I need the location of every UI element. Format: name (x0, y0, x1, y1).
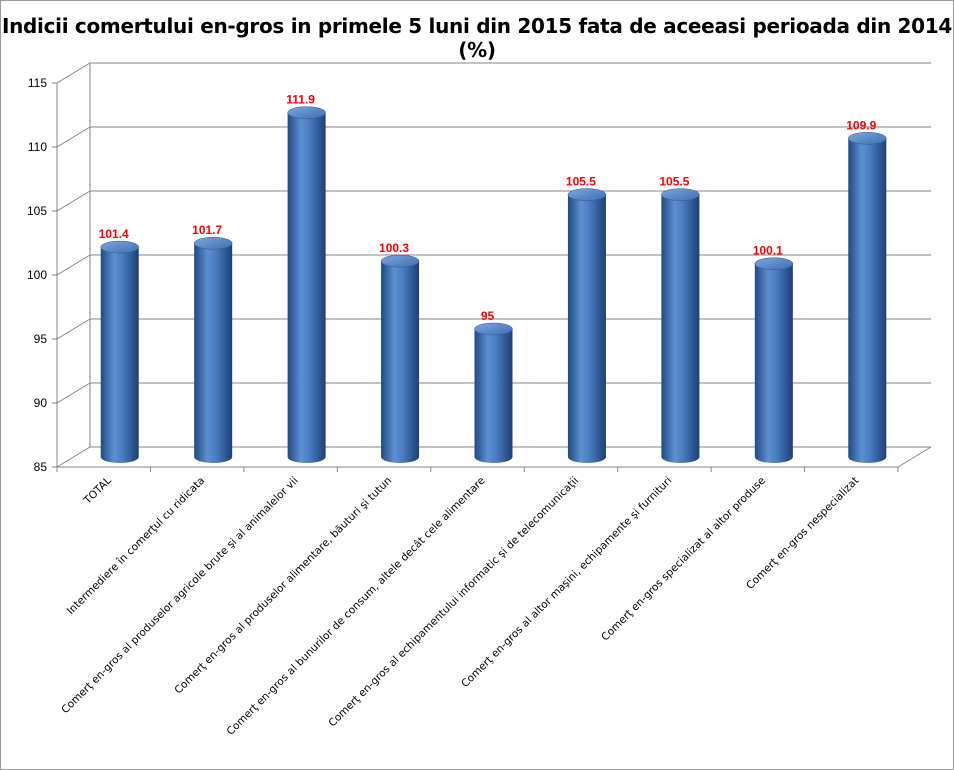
bar-body (381, 261, 420, 464)
category-label: Comerţ en-gros nespecializat (744, 475, 861, 592)
bar-top (287, 106, 326, 119)
bar-top (100, 240, 139, 254)
gridline (56, 190, 931, 212)
bar-body (661, 194, 700, 464)
bar-top (661, 188, 700, 201)
y-tick-label: 85 (34, 460, 48, 474)
bar-body (754, 263, 793, 464)
bar-body (567, 194, 606, 464)
data-label: 111.9 (286, 93, 315, 107)
bar-top (567, 188, 607, 201)
gridline (56, 254, 931, 276)
category-label: Comerţ en-gros al altor maşini, echipame… (459, 475, 674, 690)
floor-edge (897, 446, 932, 468)
bar-top (380, 254, 420, 268)
bar-body (287, 112, 326, 463)
bar (567, 188, 607, 464)
category-label: TOTAL (81, 475, 114, 508)
data-label: 100.1 (753, 244, 783, 258)
data-label: 95 (481, 309, 495, 323)
bar (848, 132, 887, 464)
category-label: Comerţ en-gros specializat al altor prod… (599, 475, 768, 644)
data-label: 109.9 (846, 118, 876, 132)
y-tick-label: 100 (27, 268, 47, 282)
bar (754, 257, 794, 464)
gridline (56, 126, 931, 148)
bar-top (474, 322, 513, 336)
data-label: 101.4 (99, 227, 129, 241)
data-label: 101.7 (192, 223, 222, 237)
bar-top (848, 132, 887, 145)
bar-top (193, 236, 233, 250)
bar (661, 188, 700, 464)
y-tick-label: 105 (27, 204, 47, 218)
data-label: 100.3 (379, 241, 409, 255)
y-tick-label: 95 (34, 332, 48, 346)
y-tick-label: 115 (28, 76, 47, 90)
bar-body (194, 243, 233, 464)
y-tick-label: 90 (34, 396, 48, 410)
bar (380, 254, 420, 464)
bar (287, 106, 326, 463)
gridline (56, 62, 931, 84)
data-label: 105.5 (659, 175, 689, 189)
data-label: 105.5 (566, 175, 596, 189)
category-label: Comerţ en-gros al produselor alimentare,… (172, 475, 394, 697)
bar (100, 240, 139, 463)
bar-top (754, 257, 794, 270)
bar-body (474, 329, 513, 464)
chart-title: Indicii comertului en-gros in primele 5 … (1, 14, 953, 62)
bar (474, 322, 513, 464)
y-tick-label: 110 (28, 140, 47, 154)
bar-body (100, 247, 139, 463)
bar-body (848, 138, 887, 464)
bar (193, 236, 233, 464)
